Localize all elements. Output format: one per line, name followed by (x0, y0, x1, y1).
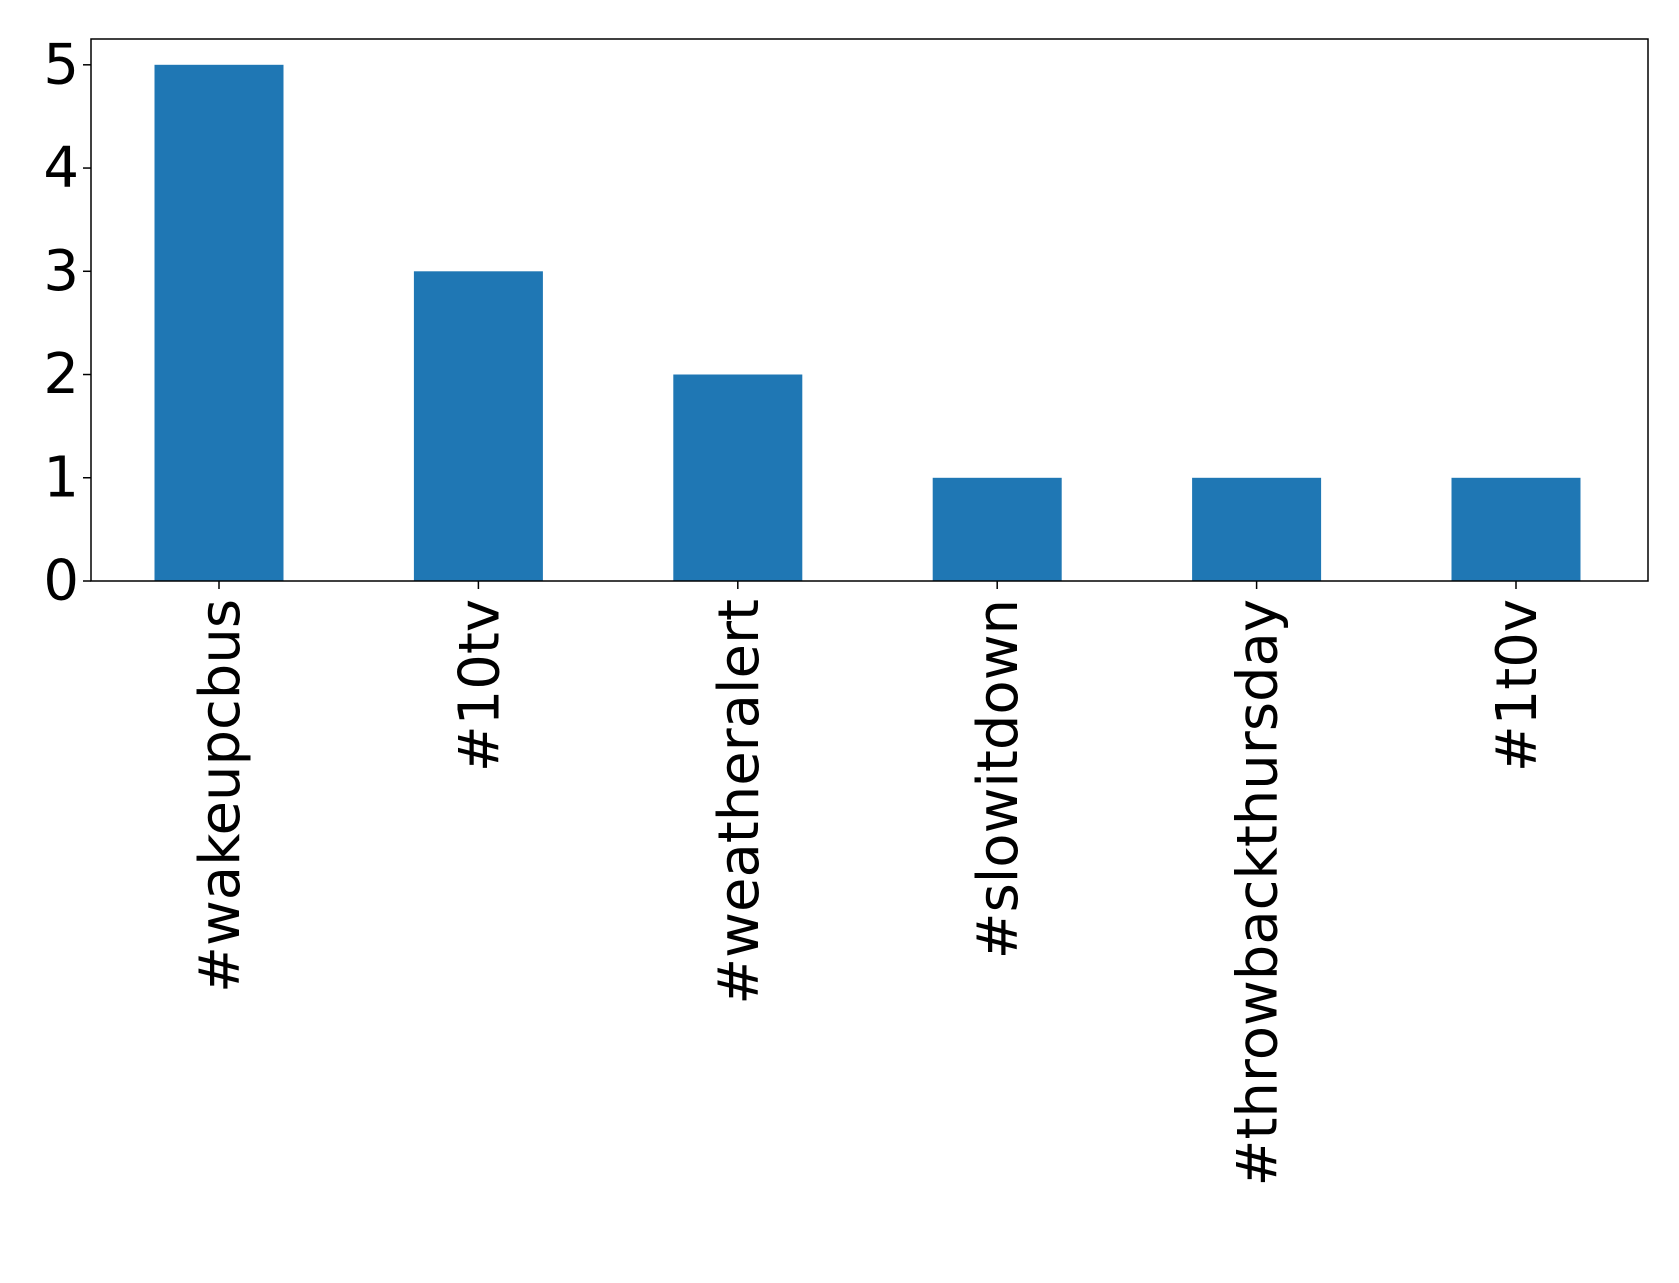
y-tick-label: 4 (43, 136, 79, 201)
bar-4 (1192, 477, 1322, 581)
bar-5 (1451, 477, 1581, 581)
y-tick-label: 1 (43, 445, 79, 510)
bar-2 (673, 374, 803, 581)
bar-0 (154, 64, 284, 582)
x-tick-label: #10tv (447, 599, 512, 772)
y-tick-label: 0 (43, 549, 79, 614)
ticks-layer (83, 64, 1517, 589)
y-tick-label: 3 (43, 239, 79, 304)
y-tick-label: 5 (43, 32, 79, 97)
x-tick-label: #weatheralert (707, 599, 772, 1005)
bars-layer (154, 64, 1581, 582)
labels-layer: #wakeupcbus #10tv #weatheralert #slowitdown… (43, 32, 1550, 1186)
x-tick-label: #throwbackthursday (1226, 599, 1291, 1186)
x-tick-label: #wakeupcbus (188, 599, 253, 993)
y-tick-label: 2 (43, 342, 79, 407)
bar-3 (932, 477, 1062, 581)
x-tick-label: #1t0v (1485, 599, 1550, 772)
x-tick-label: #slowitdown (966, 599, 1031, 959)
bar-1 (413, 271, 543, 581)
plot-frame (90, 38, 1649, 582)
